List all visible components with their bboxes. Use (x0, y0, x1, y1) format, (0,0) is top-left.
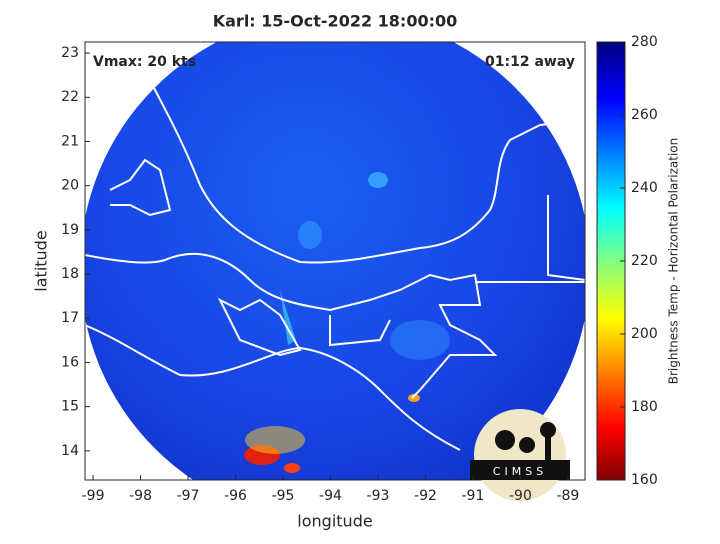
annotation: 01:12 away (485, 54, 575, 70)
x-tick-label: -90 (509, 488, 532, 504)
x-axis-label: longitude (297, 512, 372, 531)
y-axis-label: latitude (32, 230, 51, 291)
colorbar-tick-label: 180 (631, 399, 658, 415)
x-tick-label: -95 (272, 488, 295, 504)
x-tick-label: -96 (224, 488, 247, 504)
y-tick-label: 19 (61, 222, 79, 238)
colorbar-tick-label: 260 (631, 107, 658, 123)
colorbar-tick-label: 200 (631, 326, 658, 342)
y-tick-label: 18 (61, 266, 79, 282)
colorbar-tick-label: 160 (631, 472, 658, 488)
x-tick-label: -92 (414, 488, 437, 504)
logo-text: CIMSS (493, 465, 547, 478)
y-tick-label: 23 (61, 45, 79, 61)
y-tick-label: 16 (61, 354, 79, 370)
swath-image (85, 42, 585, 480)
y-tick-label: 21 (61, 133, 79, 149)
y-tick-label: 22 (61, 89, 79, 105)
x-tick-label: -89 (556, 488, 579, 504)
colorbar-label: Brightness Temp - Horizontal Polarizatio… (667, 138, 681, 385)
x-tick-label: -94 (319, 488, 342, 504)
x-tick-label: -91 (462, 488, 485, 504)
y-tick-label: 15 (61, 399, 79, 415)
x-tick-label: -93 (367, 488, 390, 504)
logo: CIMSS (470, 409, 570, 501)
plot-frame (84, 41, 586, 481)
y-tick-label: 17 (61, 310, 79, 326)
colorbar-tick-label: 280 (631, 34, 658, 50)
colorbar-tick-label: 220 (631, 253, 658, 269)
y-tick-label: 14 (61, 443, 79, 459)
x-tick-label: -97 (177, 488, 200, 504)
colorbar-tick-label: 240 (631, 180, 658, 196)
x-tick-label: -99 (82, 488, 105, 504)
annotation: Vmax: 20 kts (93, 54, 196, 70)
x-tick-label: -98 (129, 488, 152, 504)
chart-title: Karl: 15-Oct-2022 18:00:00 (213, 12, 458, 31)
y-tick-label: 20 (61, 178, 79, 194)
